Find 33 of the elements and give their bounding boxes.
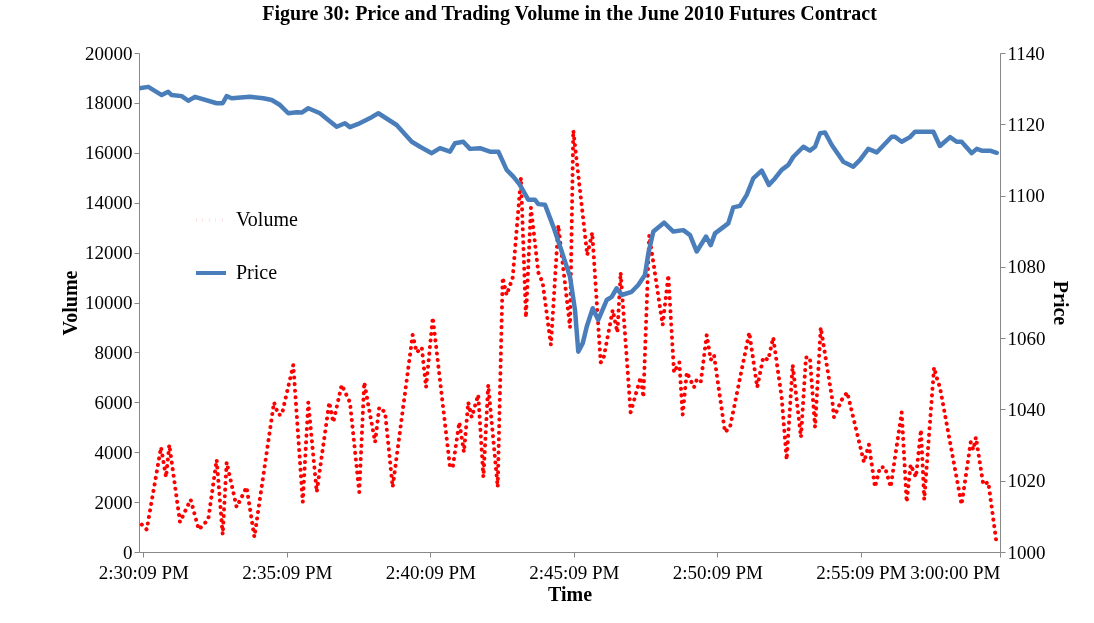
legend-label: Price <box>236 261 278 283</box>
y2-tick-label: 1080 <box>1007 256 1046 278</box>
y-tick-label: 6000 <box>94 391 133 413</box>
y-tick-label: 12000 <box>85 242 133 264</box>
y-tick-label: 20000 <box>85 42 133 64</box>
x-tick-label: 2:50:09 PM <box>672 561 764 583</box>
y-tick-label: 4000 <box>94 441 133 463</box>
y2-tick-label: 1100 <box>1007 185 1045 207</box>
x-tick-label: 2:45:09 PM <box>529 561 620 583</box>
x-tick-label: 2:55:09 PM <box>816 561 907 583</box>
y-tick-label: 14000 <box>85 192 133 214</box>
chart-title: Figure 30: Price and Trading Volume in the June 2010 Futures Contract <box>262 2 878 25</box>
y2-tick-label: 1140 <box>1007 42 1045 64</box>
x-axis-title: Time <box>547 582 593 605</box>
line-series <box>139 84 999 354</box>
legend-label: Volume <box>236 208 298 230</box>
y-tick-label: 8000 <box>94 341 133 363</box>
y-tick-label: 10000 <box>85 292 133 313</box>
y-tick-label: 16000 <box>85 142 133 164</box>
x-tick-label: 2:30:09 PM <box>98 561 190 583</box>
y2-tick-label: 1120 <box>1007 113 1045 135</box>
y-tick-label: 0 <box>123 541 133 563</box>
y2-tick-label: 1060 <box>1007 327 1046 349</box>
y-tick-label: 2000 <box>94 491 133 513</box>
y2-tick-label: 1020 <box>1007 470 1046 492</box>
y-axis-title: Volume <box>59 270 81 336</box>
y-tick-label: 18000 <box>85 92 133 114</box>
x-tick-label: 2:40:09 PM <box>385 561 477 583</box>
y2-axis-title: Price <box>1049 280 1072 326</box>
x-tick-label: 3:00:00 PM <box>910 561 1001 583</box>
y2-tick-label: 1000 <box>1007 541 1046 563</box>
x-tick-label: 2:35:09 PM <box>242 561 333 583</box>
y2-tick-label: 1040 <box>1007 398 1046 420</box>
